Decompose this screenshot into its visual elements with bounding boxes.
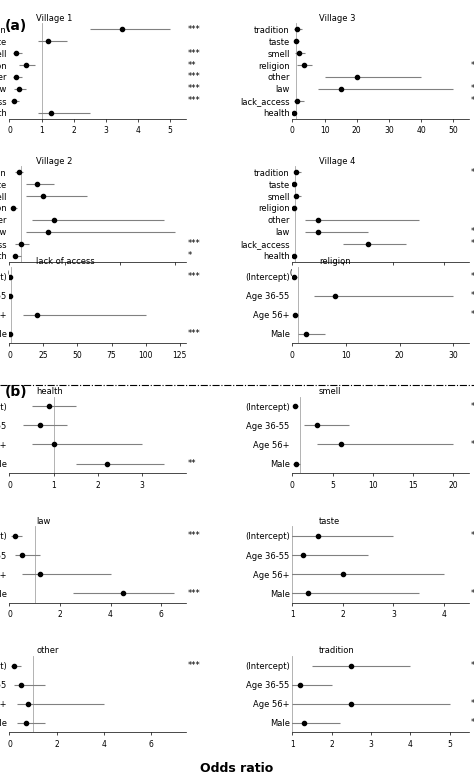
Text: Village 3: Village 3 <box>319 13 356 23</box>
Text: ***: *** <box>471 291 474 301</box>
Text: ***: *** <box>471 239 474 249</box>
Text: **: ** <box>471 84 474 93</box>
Text: ***: *** <box>188 97 201 105</box>
Text: ***: *** <box>188 661 201 670</box>
Text: Village 4: Village 4 <box>319 157 356 165</box>
Text: ***: *** <box>188 239 201 249</box>
Text: *: * <box>471 227 474 236</box>
Text: other: other <box>36 647 58 655</box>
Text: **: ** <box>471 440 474 449</box>
Text: taste: taste <box>319 516 340 526</box>
Text: (a): (a) <box>5 19 27 33</box>
Text: ***: *** <box>188 531 201 541</box>
Text: ***: *** <box>188 589 201 597</box>
Text: **: ** <box>188 61 197 69</box>
Text: ***: *** <box>471 272 474 281</box>
Text: ***: *** <box>188 72 201 82</box>
Text: **: ** <box>471 718 474 728</box>
Text: health: health <box>36 387 63 396</box>
Text: tradition: tradition <box>319 647 355 655</box>
Text: ***: *** <box>188 84 201 93</box>
Text: ***: *** <box>471 310 474 319</box>
Text: ***: *** <box>188 48 201 58</box>
Text: ***: *** <box>471 661 474 670</box>
Text: ***: *** <box>471 402 474 411</box>
Text: ***: *** <box>188 272 201 281</box>
Text: law: law <box>36 516 50 526</box>
Text: *: * <box>471 61 474 69</box>
Text: Odds ratio: Odds ratio <box>201 762 273 775</box>
Text: **: ** <box>471 531 474 541</box>
Text: ***: *** <box>188 25 201 33</box>
Text: ***: *** <box>188 330 201 338</box>
Text: (b): (b) <box>5 385 27 399</box>
Text: *: * <box>471 589 474 597</box>
Text: religion: religion <box>319 257 351 266</box>
Text: **: ** <box>188 459 197 468</box>
Text: *: * <box>188 251 192 260</box>
Text: Village 1: Village 1 <box>36 13 73 23</box>
Text: ***: *** <box>471 97 474 105</box>
Text: lack of access: lack of access <box>36 257 95 266</box>
Text: *: * <box>471 700 474 708</box>
Text: Village 2: Village 2 <box>36 157 73 165</box>
Text: smell: smell <box>319 387 341 396</box>
Text: *: * <box>471 167 474 177</box>
